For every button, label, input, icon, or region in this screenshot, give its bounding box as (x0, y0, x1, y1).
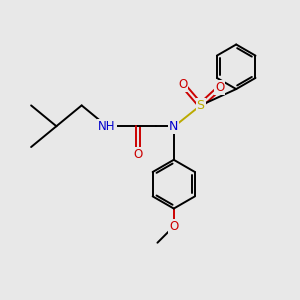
Text: N: N (169, 120, 178, 133)
Text: NH: NH (98, 120, 116, 133)
Text: O: O (178, 78, 187, 91)
Text: O: O (215, 81, 224, 94)
Text: O: O (134, 148, 143, 161)
Text: S: S (196, 99, 205, 112)
Text: O: O (169, 220, 178, 233)
